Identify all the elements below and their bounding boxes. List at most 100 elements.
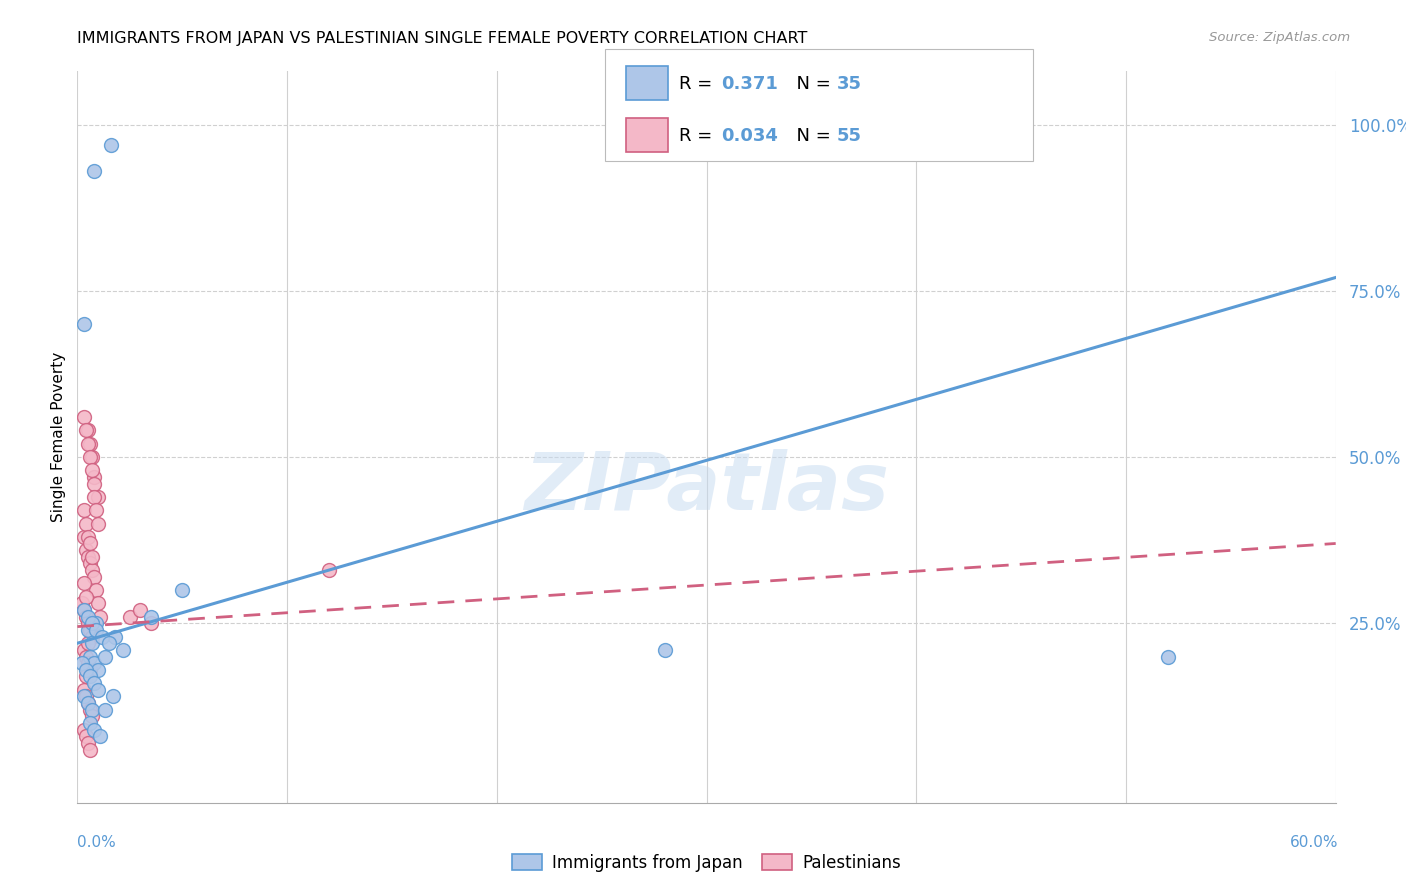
Y-axis label: Single Female Poverty: Single Female Poverty bbox=[51, 352, 66, 522]
Point bbox=[79, 649, 101, 664]
Point bbox=[87, 682, 110, 697]
Text: N =: N = bbox=[785, 75, 837, 94]
Point bbox=[72, 723, 94, 737]
Point bbox=[72, 503, 94, 517]
Point bbox=[76, 609, 98, 624]
Point bbox=[79, 450, 101, 464]
Point bbox=[80, 616, 103, 631]
Point bbox=[1157, 649, 1180, 664]
Point bbox=[172, 582, 194, 597]
Text: 55: 55 bbox=[837, 127, 862, 145]
Point bbox=[76, 696, 98, 710]
Point bbox=[75, 663, 97, 677]
Point bbox=[79, 536, 101, 550]
Point bbox=[72, 603, 94, 617]
Point bbox=[89, 609, 111, 624]
Point bbox=[139, 616, 162, 631]
Point bbox=[80, 450, 103, 464]
Text: 0.034: 0.034 bbox=[721, 127, 778, 145]
Text: ZIPatlas: ZIPatlas bbox=[524, 450, 889, 527]
Point bbox=[76, 623, 98, 637]
Point bbox=[76, 530, 98, 544]
Point bbox=[79, 703, 101, 717]
Point bbox=[80, 549, 103, 564]
Point bbox=[75, 424, 97, 438]
Point bbox=[101, 690, 124, 704]
Point bbox=[89, 729, 111, 743]
Point bbox=[83, 164, 105, 178]
Point bbox=[83, 656, 105, 670]
Text: Source: ZipAtlas.com: Source: ZipAtlas.com bbox=[1209, 31, 1350, 45]
Point bbox=[72, 682, 94, 697]
Point bbox=[129, 603, 152, 617]
Point bbox=[76, 736, 98, 750]
Point bbox=[80, 563, 103, 577]
Point bbox=[79, 623, 101, 637]
Point bbox=[76, 616, 98, 631]
Point bbox=[79, 436, 101, 450]
Point bbox=[87, 663, 110, 677]
Point bbox=[104, 630, 127, 644]
Text: 60.0%: 60.0% bbox=[1291, 836, 1339, 850]
Point bbox=[72, 690, 94, 704]
Point bbox=[654, 643, 676, 657]
Point bbox=[84, 582, 107, 597]
Point bbox=[84, 616, 107, 631]
Point bbox=[318, 563, 340, 577]
Point bbox=[70, 656, 93, 670]
Point bbox=[75, 609, 97, 624]
Point bbox=[80, 463, 103, 477]
Point bbox=[83, 476, 105, 491]
Point bbox=[79, 716, 101, 731]
Point bbox=[76, 424, 98, 438]
Point bbox=[97, 636, 120, 650]
Point bbox=[84, 503, 107, 517]
Point bbox=[79, 669, 101, 683]
Point bbox=[83, 570, 105, 584]
Point bbox=[100, 137, 122, 152]
Point bbox=[76, 656, 98, 670]
Point bbox=[72, 576, 94, 591]
Point bbox=[112, 643, 135, 657]
Point bbox=[72, 603, 94, 617]
Point bbox=[75, 516, 97, 531]
Point bbox=[72, 410, 94, 425]
Text: 35: 35 bbox=[837, 75, 862, 94]
Point bbox=[93, 703, 115, 717]
Point bbox=[75, 590, 97, 604]
Point bbox=[75, 543, 97, 558]
Point bbox=[93, 649, 115, 664]
Point bbox=[83, 470, 105, 484]
Point bbox=[70, 596, 93, 610]
Point bbox=[76, 636, 98, 650]
Point bbox=[75, 729, 97, 743]
Point bbox=[87, 490, 110, 504]
Point bbox=[72, 643, 94, 657]
Point bbox=[72, 530, 94, 544]
Legend: Immigrants from Japan, Palestinians: Immigrants from Japan, Palestinians bbox=[505, 847, 908, 879]
Point bbox=[76, 436, 98, 450]
Text: N =: N = bbox=[785, 127, 837, 145]
Point bbox=[76, 696, 98, 710]
Point bbox=[80, 709, 103, 723]
Text: IMMIGRANTS FROM JAPAN VS PALESTINIAN SINGLE FEMALE POVERTY CORRELATION CHART: IMMIGRANTS FROM JAPAN VS PALESTINIAN SIN… bbox=[77, 31, 807, 46]
Point bbox=[80, 703, 103, 717]
Point bbox=[75, 669, 97, 683]
Text: 0.0%: 0.0% bbox=[77, 836, 117, 850]
Text: R =: R = bbox=[679, 127, 718, 145]
Point bbox=[139, 609, 162, 624]
Point bbox=[83, 723, 105, 737]
Text: R =: R = bbox=[679, 75, 718, 94]
Point bbox=[76, 549, 98, 564]
Point bbox=[118, 609, 141, 624]
Point bbox=[72, 317, 94, 331]
Point bbox=[91, 630, 114, 644]
Point bbox=[83, 676, 105, 690]
Text: 0.371: 0.371 bbox=[721, 75, 778, 94]
Point bbox=[83, 490, 105, 504]
Point bbox=[84, 623, 107, 637]
Point bbox=[87, 516, 110, 531]
Point bbox=[79, 742, 101, 756]
Point bbox=[87, 596, 110, 610]
Point bbox=[79, 663, 101, 677]
